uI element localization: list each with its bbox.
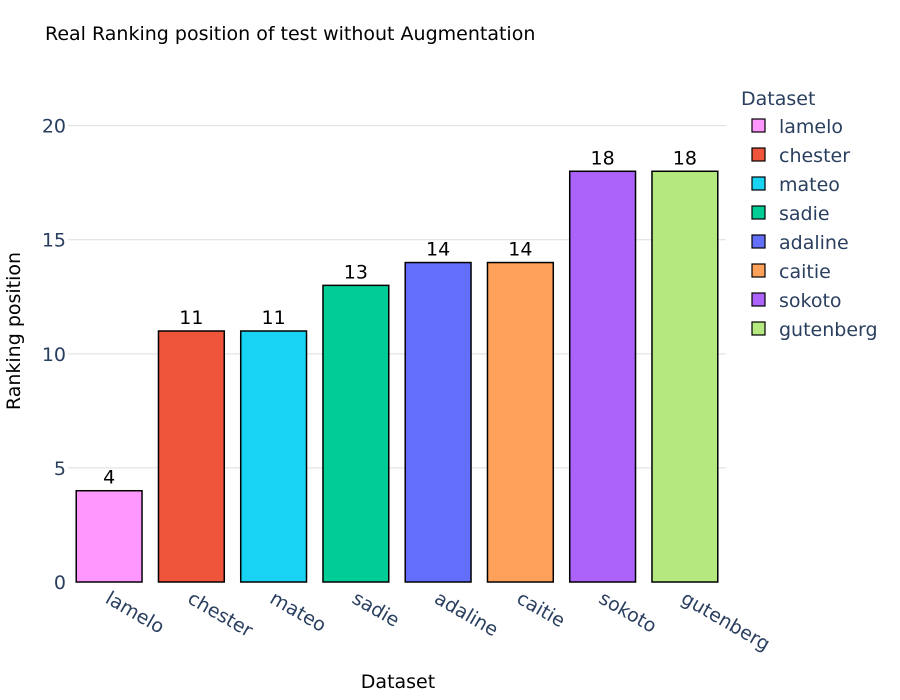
bar-data-label: 18 xyxy=(591,147,615,169)
bar-data-label: 14 xyxy=(426,239,450,261)
bar-sadie[interactable] xyxy=(322,284,390,583)
y-tick-label: 10 xyxy=(42,344,66,366)
bar-caitie[interactable] xyxy=(486,261,555,583)
legend-label[interactable]: sokoto xyxy=(779,290,842,312)
bar-data-label: 4 xyxy=(103,467,115,489)
legend-label[interactable]: lamelo xyxy=(779,116,843,138)
bar-sokoto[interactable] xyxy=(568,170,637,583)
bar-data-label: 13 xyxy=(344,261,368,283)
y-tick-label: 0 xyxy=(54,572,66,594)
legend-label[interactable]: adaline xyxy=(779,232,849,254)
legend-items: lamelo chester mateo sadie adaline caitie soko… xyxy=(751,116,878,341)
bar-data-label: 14 xyxy=(508,239,532,261)
bar-mateo[interactable] xyxy=(239,330,308,583)
legend-label[interactable]: chester xyxy=(779,145,850,167)
x-tick-label: mateo xyxy=(266,587,330,637)
legend-swatch-adaline[interactable] xyxy=(751,234,766,249)
y-axis-ticks: 0 5 10 15 20 xyxy=(42,116,66,594)
legend-swatch-lamelo[interactable] xyxy=(751,118,766,133)
legend: Dataset lamelo chester mateo sadie adaline ca… xyxy=(741,88,878,341)
x-tick-label: gutenberg xyxy=(677,587,773,655)
bar-gutenberg[interactable] xyxy=(651,170,719,583)
bar-adaline[interactable] xyxy=(404,261,472,583)
legend-label[interactable]: caitie xyxy=(779,261,831,283)
legend-label[interactable]: mateo xyxy=(779,174,840,196)
bar-data-labels: 4 11 11 13 14 14 18 18 xyxy=(103,147,697,488)
bars xyxy=(75,170,719,583)
legend-label[interactable]: gutenberg xyxy=(779,319,878,341)
y-tick-label: 5 xyxy=(54,458,66,480)
y-axis-title: Ranking position xyxy=(3,252,25,410)
x-tick-label: sadie xyxy=(348,587,403,631)
x-tick-label: caitie xyxy=(513,587,569,632)
x-tick-label: chester xyxy=(184,587,257,642)
legend-swatch-chester[interactable] xyxy=(751,147,766,162)
y-tick-label: 15 xyxy=(42,230,66,252)
x-axis-title: Dataset xyxy=(361,671,435,693)
y-tick-label: 20 xyxy=(42,116,66,138)
chart-title: Real Ranking position of test without Au… xyxy=(45,23,535,45)
legend-swatch-gutenberg[interactable] xyxy=(751,321,766,336)
legend-label[interactable]: sadie xyxy=(779,203,830,225)
legend-swatch-mateo[interactable] xyxy=(751,176,766,191)
x-axis-ticks: lamelo chester mateo sadie adaline caitie soko… xyxy=(102,587,774,655)
x-tick-label: adaline xyxy=(431,587,502,641)
bar-chester[interactable] xyxy=(157,330,226,583)
legend-title: Dataset xyxy=(741,88,815,110)
legend-swatch-sokoto[interactable] xyxy=(751,292,766,307)
bar-data-label: 11 xyxy=(179,307,203,329)
x-tick-label: lamelo xyxy=(102,587,168,638)
legend-swatch-caitie[interactable] xyxy=(751,263,766,278)
legend-swatch-sadie[interactable] xyxy=(751,205,766,220)
bar-data-label: 18 xyxy=(673,147,697,169)
bar-lamelo[interactable] xyxy=(75,489,143,583)
bar-data-label: 11 xyxy=(262,307,286,329)
x-tick-label: sokoto xyxy=(595,587,660,637)
